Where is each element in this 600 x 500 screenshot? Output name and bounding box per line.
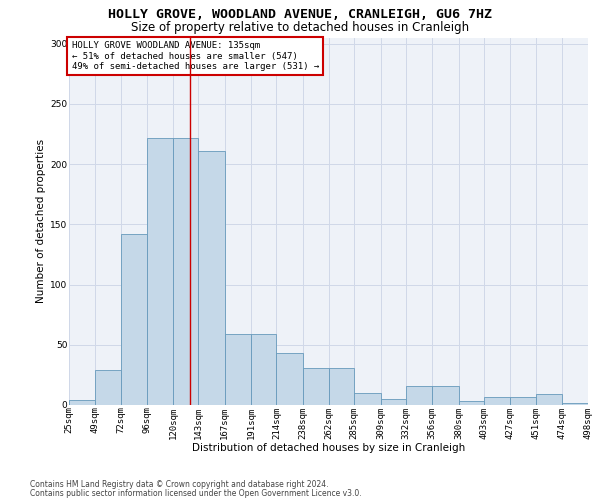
Bar xyxy=(562,402,588,405)
Bar xyxy=(95,370,121,405)
Bar xyxy=(199,151,225,405)
Bar xyxy=(303,368,329,405)
Text: HOLLY GROVE, WOODLAND AVENUE, CRANLEIGH, GU6 7HZ: HOLLY GROVE, WOODLAND AVENUE, CRANLEIGH,… xyxy=(108,8,492,20)
Bar xyxy=(147,138,173,405)
Bar xyxy=(121,234,147,405)
Text: Size of property relative to detached houses in Cranleigh: Size of property relative to detached ho… xyxy=(131,21,469,34)
Bar xyxy=(225,334,251,405)
Bar xyxy=(277,353,303,405)
Y-axis label: Number of detached properties: Number of detached properties xyxy=(36,139,46,304)
X-axis label: Distribution of detached houses by size in Cranleigh: Distribution of detached houses by size … xyxy=(192,443,465,453)
Bar xyxy=(484,396,510,405)
Text: Contains public sector information licensed under the Open Government Licence v3: Contains public sector information licen… xyxy=(30,488,362,498)
Bar xyxy=(251,334,277,405)
Bar xyxy=(173,138,199,405)
Bar xyxy=(354,393,380,405)
Bar xyxy=(510,396,536,405)
Bar xyxy=(458,402,484,405)
Text: Contains HM Land Registry data © Crown copyright and database right 2024.: Contains HM Land Registry data © Crown c… xyxy=(30,480,329,489)
Text: HOLLY GROVE WOODLAND AVENUE: 135sqm
← 51% of detached houses are smaller (547)
4: HOLLY GROVE WOODLAND AVENUE: 135sqm ← 51… xyxy=(71,41,319,71)
Bar xyxy=(406,386,432,405)
Bar xyxy=(536,394,562,405)
Bar xyxy=(380,399,406,405)
Bar xyxy=(329,368,354,405)
Bar xyxy=(69,400,95,405)
Bar xyxy=(432,386,458,405)
